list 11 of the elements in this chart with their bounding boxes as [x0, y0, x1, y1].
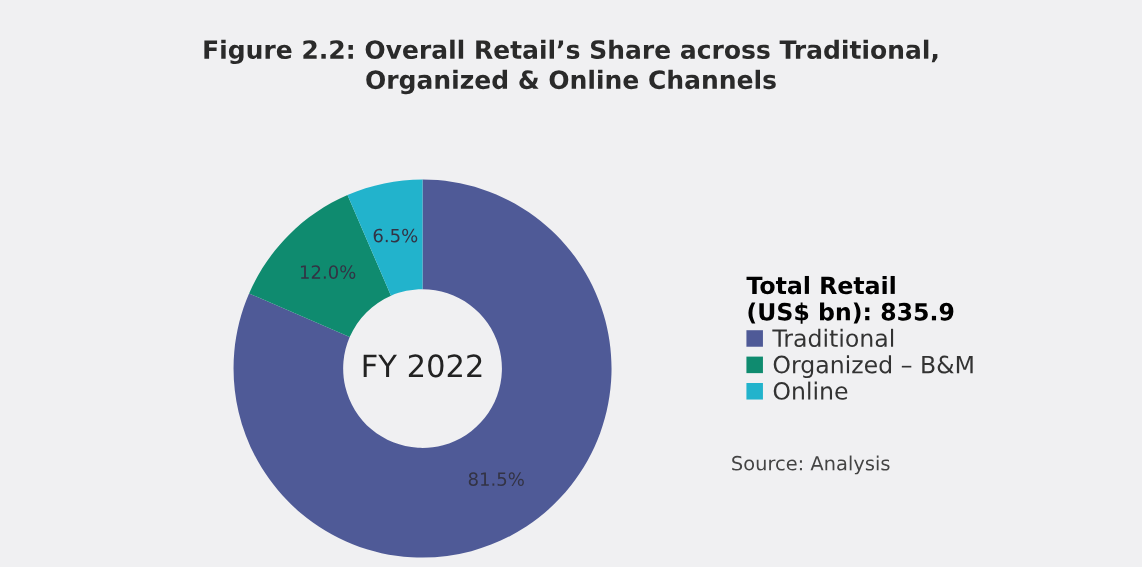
chart-title: Figure 2.2: Overall Retail’s Share across Traditional, Organized & Online Channels: [204, 39, 938, 95]
text: FY 2022: [363, 354, 482, 378]
legend-label: Online: [773, 381, 848, 400]
donut-slice: [233, 179, 612, 558]
legend-title: Total Retail (US$ bn): 835.9: [746, 275, 954, 324]
data-label: 12.0%: [300, 265, 356, 279]
legend-label: Traditional: [772, 328, 894, 348]
legend-label: Organized – B&M: [773, 355, 973, 379]
source-note: Source: Analysis: [732, 455, 890, 475]
data-label: 6.5%: [373, 228, 418, 243]
data-label: 81.5%: [468, 472, 524, 486]
